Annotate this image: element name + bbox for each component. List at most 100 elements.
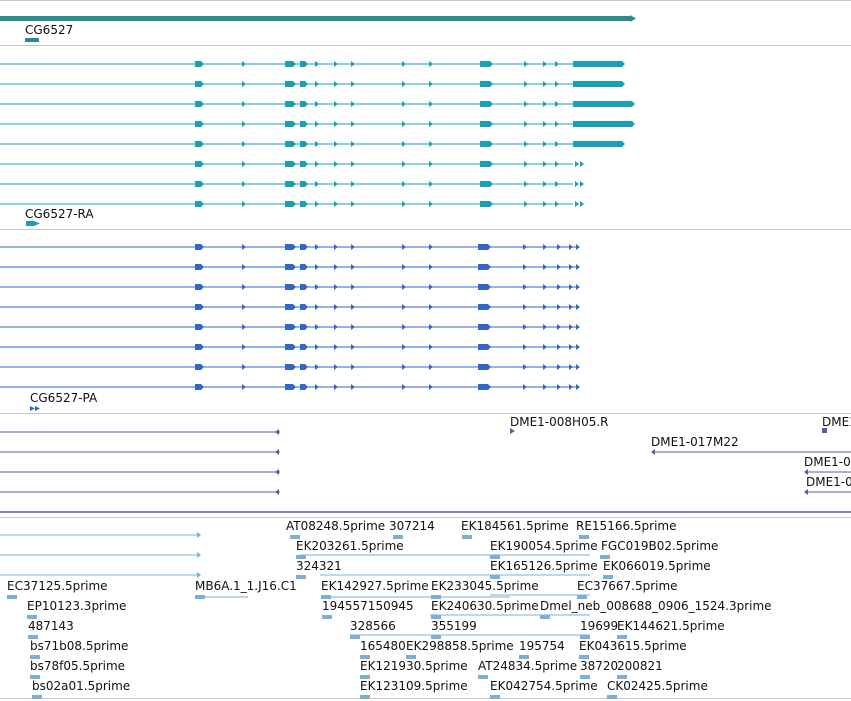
transcript-ra-row[interactable] <box>575 201 579 207</box>
transcript-pa-row[interactable] <box>402 344 406 350</box>
transcript-ra-row[interactable] <box>543 101 547 107</box>
est-alignment[interactable] <box>393 535 403 539</box>
transcript-ra-row[interactable] <box>195 161 201 167</box>
transcript-pa-row[interactable] <box>523 364 527 370</box>
transcript-ra-row[interactable] <box>300 161 305 167</box>
transcript-ra-row[interactable] <box>242 61 246 67</box>
transcript-ra-row[interactable] <box>580 181 584 187</box>
transcript-ra-row[interactable] <box>524 201 528 207</box>
transcript-ra-row[interactable] <box>315 141 319 147</box>
transcript-pa-row[interactable] <box>195 304 201 310</box>
transcript-ra-row[interactable] <box>242 101 246 107</box>
est-label[interactable]: 355199 <box>431 619 477 633</box>
transcript-pa-row[interactable] <box>305 384 308 390</box>
transcript-pa-row[interactable] <box>305 264 308 270</box>
transcript-ra-row[interactable] <box>480 161 490 167</box>
est-label[interactable]: EK042754.5prime <box>490 679 598 693</box>
transcript-pa-row[interactable] <box>195 284 201 290</box>
transcript-pa-row[interactable] <box>351 264 355 270</box>
transcript-ra-row[interactable] <box>334 141 338 147</box>
transcript-ra-row[interactable] <box>285 141 293 147</box>
transcript-pa-row[interactable] <box>242 304 246 310</box>
transcript-ra-row[interactable] <box>543 141 547 147</box>
transcript-ra-row[interactable] <box>429 181 433 187</box>
transcript-pa-row[interactable] <box>201 344 204 350</box>
transcript-ra-glyph[interactable] <box>34 221 40 226</box>
transcript-pa-row[interactable] <box>351 384 355 390</box>
transcript-pa-row[interactable] <box>315 304 319 310</box>
transcript-ra-row[interactable] <box>555 81 559 87</box>
transcript-pa-row[interactable] <box>488 344 491 350</box>
transcript-ra-row[interactable] <box>334 61 338 67</box>
transcript-pa-row[interactable] <box>488 324 491 330</box>
transcript-ra-row[interactable] <box>334 121 338 127</box>
transcript-pa-row[interactable] <box>402 324 406 330</box>
transcript-pa-row[interactable] <box>429 244 433 250</box>
transcript-pa-glyph[interactable] <box>30 406 35 411</box>
transcript-pa-row[interactable] <box>576 364 580 370</box>
bac-clone[interactable] <box>275 489 279 495</box>
est-label[interactable]: AT24834.5prime <box>478 659 578 673</box>
transcript-pa-row[interactable] <box>543 304 547 310</box>
transcript-pa-row[interactable] <box>569 344 573 350</box>
est-alignment[interactable] <box>579 655 589 659</box>
transcript-pa-row[interactable] <box>315 344 319 350</box>
transcript-pa-row[interactable] <box>242 284 246 290</box>
transcript-ra-row[interactable] <box>351 141 355 147</box>
est-alignment[interactable] <box>322 615 332 619</box>
est-alignment[interactable] <box>27 615 37 619</box>
est-alignment[interactable] <box>30 675 40 679</box>
transcript-ra-row[interactable] <box>305 201 308 207</box>
bac-clone[interactable] <box>275 429 279 435</box>
transcript-pa-row[interactable] <box>429 384 433 390</box>
transcript-ra-row[interactable] <box>543 181 547 187</box>
transcript-pa-row[interactable] <box>300 364 305 370</box>
transcript-pa-row[interactable] <box>488 304 491 310</box>
transcript-pa-row[interactable] <box>293 384 296 390</box>
transcript-ra-row[interactable] <box>402 101 406 107</box>
est-label[interactable]: EK066019.5prime <box>603 559 711 573</box>
transcript-ra-row[interactable] <box>242 161 246 167</box>
transcript-pa-row[interactable] <box>201 324 204 330</box>
transcript-ra-row[interactable] <box>402 81 406 87</box>
est-label[interactable]: EK043615.5prime <box>579 639 687 653</box>
transcript-pa-row[interactable] <box>402 384 406 390</box>
transcript-ra-row[interactable] <box>490 121 493 127</box>
transcript-pa-row[interactable] <box>351 344 355 350</box>
transcript-pa-row[interactable] <box>429 284 433 290</box>
transcript-pa-row[interactable] <box>576 384 580 390</box>
bac-clone[interactable] <box>822 428 827 433</box>
transcript-ra-row[interactable] <box>402 201 406 207</box>
transcript-pa-row[interactable] <box>351 284 355 290</box>
transcript-pa-row[interactable] <box>334 264 338 270</box>
transcript-ra-row[interactable] <box>490 201 493 207</box>
transcript-ra-row[interactable] <box>293 101 296 107</box>
transcript-pa-row[interactable] <box>429 344 433 350</box>
transcript-pa-row[interactable] <box>569 324 573 330</box>
est-label[interactable]: EC37667.5prime <box>577 579 678 593</box>
transcript-pa-row[interactable] <box>576 244 580 250</box>
est-alignment[interactable] <box>406 655 416 659</box>
est-label[interactable]: EK184561.5prime <box>461 519 569 533</box>
transcript-ra-row[interactable] <box>293 161 296 167</box>
transcript-ra-row[interactable] <box>201 121 204 127</box>
transcript-pa-row[interactable] <box>285 264 293 270</box>
est-alignment[interactable] <box>580 635 590 639</box>
transcript-pa-row[interactable] <box>478 264 488 270</box>
transcript-ra-row[interactable] <box>315 161 319 167</box>
transcript-pa-row[interactable] <box>201 244 204 250</box>
transcript-ra-row[interactable] <box>402 121 406 127</box>
est-alignment[interactable] <box>519 655 529 659</box>
transcript-pa-row[interactable] <box>334 284 338 290</box>
transcript-ra-row[interactable] <box>555 161 559 167</box>
transcript-pa-row[interactable] <box>543 284 547 290</box>
transcript-pa-row[interactable] <box>195 344 201 350</box>
est-label[interactable]: AT08248.5prime <box>286 519 386 533</box>
transcript-ra-row[interactable] <box>300 101 305 107</box>
transcript-pa-row[interactable] <box>293 324 296 330</box>
transcript-pa-row[interactable] <box>315 384 319 390</box>
est-label[interactable]: CK02425.5prime <box>607 679 708 693</box>
est-alignment[interactable] <box>321 595 331 599</box>
est-label[interactable]: Dmel_neb_008688_0906_1524.3prime <box>540 599 772 613</box>
transcript-ra-row[interactable] <box>315 81 319 87</box>
